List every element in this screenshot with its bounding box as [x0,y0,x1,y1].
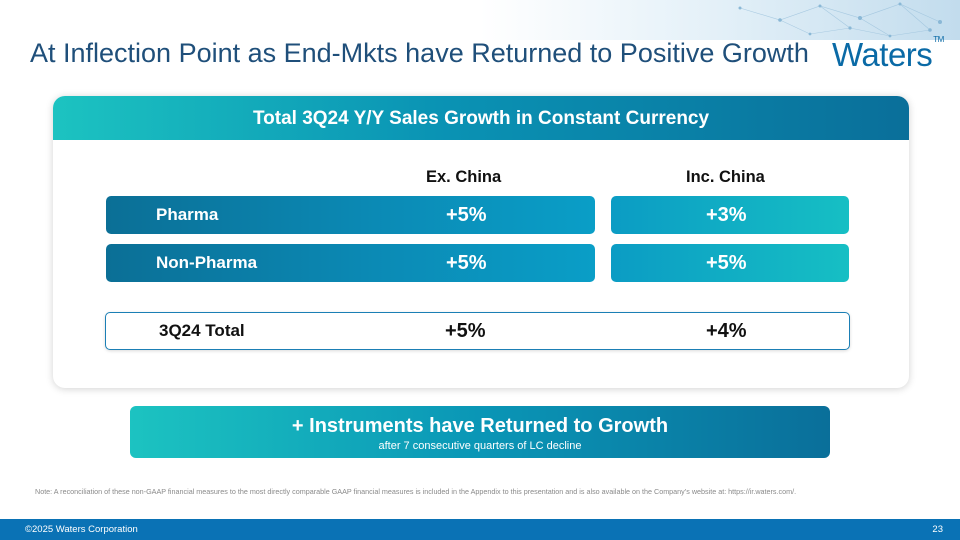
page-number: 23 [932,524,943,535]
inc-china-value: +3% [706,204,747,226]
decorative-network-graphic [480,0,960,40]
ex-china-value: +5% [446,252,487,274]
logo-trademark: TM [933,35,944,44]
row-label: Non-Pharma [156,253,258,272]
copyright: ©2025 Waters Corporation [25,524,138,535]
row-pharma: Pharma +5% [106,196,595,234]
row-label: Pharma [156,205,219,224]
callout-title: + Instruments have Returned to Growth [291,415,669,437]
column-header-ex-china: Ex. China [426,168,502,186]
total-row: 3Q24 Total +5% +4% [105,312,850,350]
footnote: Note: A reconciliation of these non-GAAP… [35,487,797,496]
callout-subtitle: after 7 consecutive quarters of LC decli… [378,440,582,452]
total-ex-china-value: +5% [445,320,486,342]
card-title: Total 3Q24 Y/Y Sales Growth in Constant … [53,96,909,140]
logo-text: Waters [832,36,933,73]
slide-title: At Inflection Point as End-Mkts have Ret… [30,38,809,68]
total-inc-china-value: +4% [706,320,747,342]
column-header-inc-china: Inc. China [686,168,765,186]
row-pharma-inc-china: +3% [611,196,849,234]
row-non-pharma-inc-china: +5% [611,244,849,282]
row-non-pharma: Non-Pharma +5% [106,244,595,282]
waters-logo: WatersTM [832,35,944,74]
total-label: 3Q24 Total [159,321,245,340]
instruments-callout: + Instruments have Returned to Growth af… [130,406,830,458]
ex-china-value: +5% [446,204,487,226]
footer-bar: ©2025 Waters Corporation 23 [0,519,960,540]
inc-china-value: +5% [706,252,747,274]
